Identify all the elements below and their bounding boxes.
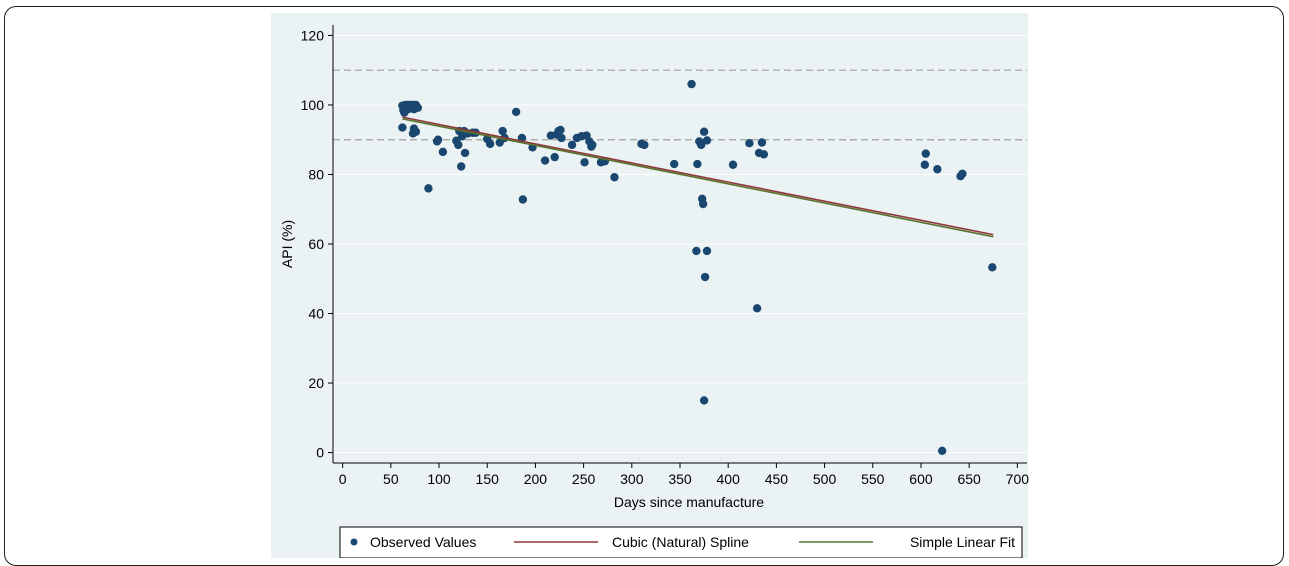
- observed-point-37: [498, 126, 507, 136]
- observed-point-65: [692, 246, 701, 256]
- observed-point-30: [460, 148, 470, 158]
- observed-point-64: [687, 79, 696, 89]
- observed-point-48: [556, 125, 565, 135]
- y-tick-label-100: 100: [301, 97, 325, 113]
- x-tick-label-0: 0: [339, 471, 347, 487]
- observed-point-74: [702, 136, 712, 145]
- y-tick-label-80: 80: [308, 166, 324, 182]
- y-tick-label-40: 40: [308, 306, 324, 322]
- y-axis-title: API (%): [279, 220, 295, 268]
- y-tick-label-120: 120: [301, 27, 325, 43]
- x-tick-label-400: 400: [717, 471, 741, 487]
- y-tick-label-0: 0: [316, 445, 324, 461]
- legend-label-linear: Simple Linear Fit: [910, 534, 1015, 550]
- x-tick-label-250: 250: [572, 471, 596, 487]
- legend-label-observed: Observed Values: [370, 534, 476, 550]
- observed-point-83: [921, 149, 930, 158]
- observed-point-78: [752, 304, 762, 313]
- observed-point-77: [745, 138, 754, 148]
- observed-point-49: [557, 133, 566, 143]
- observed-point-22: [433, 135, 443, 144]
- linear-fit-line: [402, 118, 994, 238]
- spline-line: [402, 116, 994, 236]
- y-tick-label-20: 20: [308, 375, 324, 391]
- observed-point-68: [697, 140, 706, 150]
- observed-point-35: [485, 139, 495, 149]
- x-tick-label-150: 150: [476, 471, 500, 487]
- observed-point-15: [413, 103, 423, 112]
- observed-point-62: [640, 140, 649, 150]
- x-tick-label-700: 700: [1006, 471, 1030, 487]
- observed-point-85: [937, 446, 947, 456]
- observed-point-41: [518, 195, 528, 204]
- reference-lines: [333, 69, 1027, 141]
- x-tick-label-350: 350: [668, 471, 692, 487]
- observed-point-27: [456, 162, 466, 171]
- observed-point-66: [693, 159, 702, 169]
- observed-point-45: [550, 152, 559, 162]
- observed-point-84: [933, 165, 942, 174]
- observed-point-71: [699, 127, 709, 136]
- observed-point-82: [920, 160, 930, 169]
- observed-point-25: [454, 140, 463, 150]
- legend-marker-observed: [350, 538, 358, 546]
- fit-lines: [402, 116, 994, 238]
- axes: 0 20 40 60 80 100 120 0 50 100 150 200 250 300 350 400 4…: [301, 25, 1030, 487]
- x-tick-label-600: 600: [909, 471, 933, 487]
- observed-point-72: [699, 396, 709, 405]
- x-tick-label-650: 650: [957, 471, 981, 487]
- observed-point-39: [511, 107, 521, 117]
- observed-point-16: [398, 123, 407, 132]
- x-tick-label-200: 200: [524, 471, 548, 487]
- legend: Observed Values Cubic (Natural) Spline S…: [339, 526, 1023, 558]
- observed-point-50: [567, 140, 577, 150]
- observed-point-53: [580, 158, 589, 167]
- observed-point-19: [411, 127, 421, 136]
- observed-point-80: [757, 138, 767, 147]
- observed-point-87: [958, 169, 967, 178]
- observed-point-43: [540, 156, 550, 165]
- x-tick-label-50: 50: [383, 471, 399, 487]
- observed-point-76: [728, 160, 738, 169]
- x-tick-label-500: 500: [813, 471, 837, 487]
- x-axis-title: Days since manufacture: [614, 494, 764, 510]
- x-tick-label-450: 450: [765, 471, 789, 487]
- observed-point-63: [670, 159, 679, 169]
- legend-box: [339, 526, 1023, 558]
- observed-points: [398, 79, 997, 456]
- observed-point-75: [702, 246, 712, 256]
- y-tick-label-60: 60: [308, 236, 324, 252]
- observed-point-81: [759, 150, 769, 159]
- observed-point-70: [698, 199, 708, 209]
- x-tick-label-100: 100: [427, 471, 451, 487]
- observed-point-60: [610, 173, 619, 182]
- legend-label-spline: Cubic (Natural) Spline: [612, 534, 749, 550]
- observed-point-57: [588, 140, 597, 150]
- observed-point-20: [424, 184, 433, 193]
- observed-point-23: [438, 147, 448, 157]
- x-tick-label-550: 550: [861, 471, 885, 487]
- x-tick-label-300: 300: [620, 471, 644, 487]
- observed-point-73: [700, 272, 710, 282]
- observed-point-88: [988, 263, 997, 272]
